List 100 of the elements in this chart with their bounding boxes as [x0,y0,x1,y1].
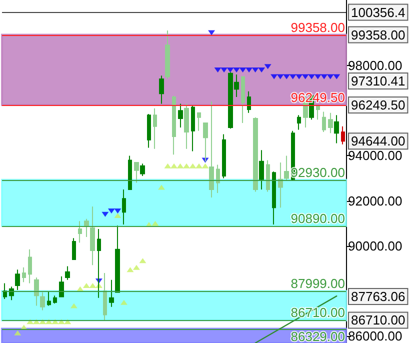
candlestick [253,116,258,192]
point [333,74,340,80]
point [120,300,128,305]
point [170,163,178,168]
candlestick [40,292,45,311]
candlestick [334,114,339,144]
point [326,74,334,80]
ref-line-label: 90890.00 [290,210,345,226]
point [164,163,172,168]
candlestick [241,76,245,124]
candlestick [222,134,226,179]
point [308,74,316,80]
candlestick [90,206,95,266]
point [214,67,222,72]
y2-tick-label: 96249.50 [351,97,406,112]
candlestick [22,266,26,283]
point [158,184,165,190]
candlestick [341,126,345,145]
candlestick [284,155,289,182]
candlestick [15,269,20,290]
candlestick [153,108,157,150]
candlestick [65,266,70,280]
point [233,67,240,72]
candlestick [247,90,251,114]
candlestick [316,106,320,120]
point [208,30,216,36]
candlestick [72,238,76,260]
candlestick [59,276,64,298]
point [102,212,109,217]
candlestick [191,106,195,152]
point [132,264,140,270]
point [70,303,78,308]
candlestick [209,101,214,198]
candlestick [165,30,170,80]
point [189,163,196,168]
point [126,267,134,272]
point [320,74,328,80]
point [314,74,322,80]
candlestick [278,162,283,208]
ref-line-label: 99358.00 [290,20,345,35]
point [183,163,190,168]
candlestick [103,272,107,321]
candlestick [328,112,333,134]
point [276,74,284,80]
point [89,282,96,288]
candlestick [109,279,114,308]
candlestick [147,113,151,148]
candlestick [84,218,89,238]
candlestick [216,164,220,194]
point [152,220,159,226]
point [252,67,259,72]
candlestick [266,160,270,192]
point [196,163,203,168]
y2-tick-label: 100356.4 [351,4,406,20]
candlestick [159,75,164,104]
point [289,74,296,80]
point [264,64,272,70]
candlestick [184,103,189,150]
y-tick-label: 94000.00 [348,148,402,164]
point [239,67,246,72]
point [258,67,266,72]
candlestick [134,162,139,184]
point [14,330,22,336]
candlestick [259,150,264,190]
y2-tick-label: 94644.00 [351,134,406,149]
candlestick [197,112,201,132]
ref-line-label: 87999.00 [290,276,345,292]
y2-tick-label: 97310.41 [351,74,406,88]
candlestick [272,171,276,226]
candlestick [172,95,176,156]
point [176,163,184,168]
point [82,282,90,288]
candlestick [78,220,82,244]
point [114,213,122,218]
candlestick [34,277,39,306]
point [114,208,122,214]
candlestick [178,103,183,128]
candlestick [53,295,57,304]
y2-tick-label: 87763.06 [351,288,406,304]
ref-line-label: 86329.00 [290,328,345,343]
point [202,163,209,168]
y2-tick-label: 99358.00 [351,27,406,42]
point [220,67,228,72]
candlestick [122,189,126,226]
candlestick [297,114,301,130]
candlestick [128,155,132,190]
candlestick [115,225,120,293]
point [108,208,115,214]
point [270,74,278,80]
candlestick [322,111,326,133]
y-tick-label: 86000.00 [348,328,402,343]
point [139,258,146,264]
point [246,67,253,72]
candlestick [140,163,145,177]
candlestick [47,290,51,306]
y-tick-label: 90000.00 [348,238,402,254]
point [226,67,234,72]
point [296,74,303,80]
y2-tick-label: 86710.00 [351,312,406,328]
candlestick [203,122,208,162]
